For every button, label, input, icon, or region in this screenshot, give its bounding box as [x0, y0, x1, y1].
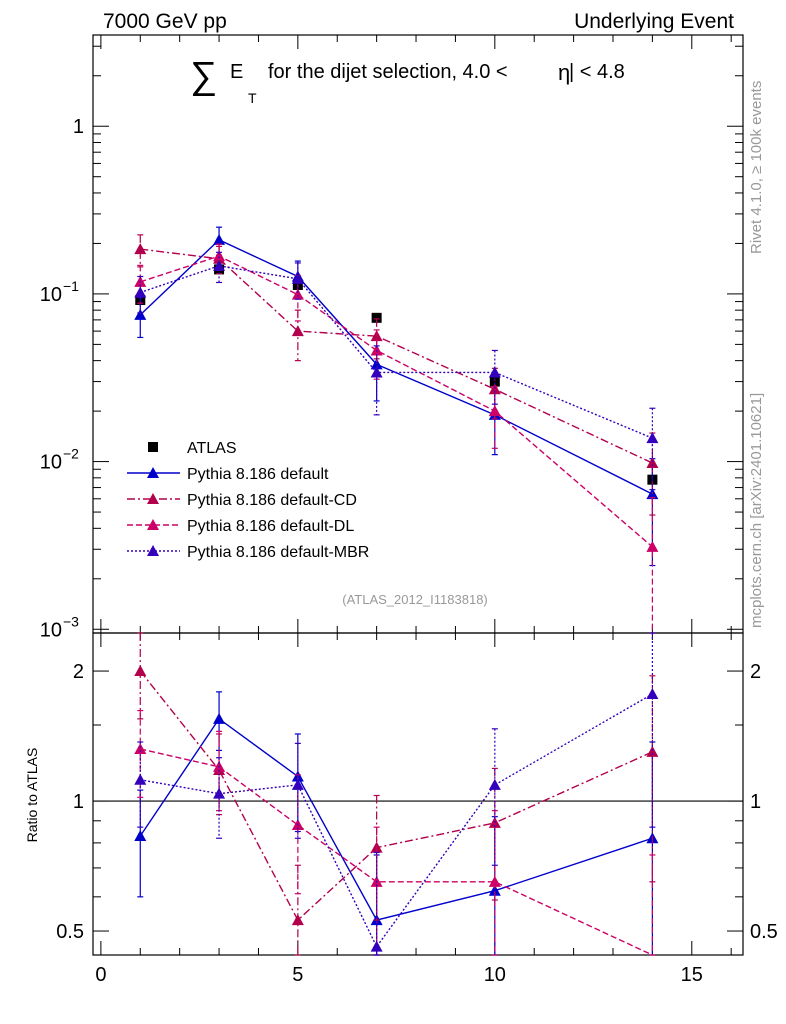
- data-point-default-DL: [646, 540, 659, 552]
- ratio-series-default-CD: [134, 632, 659, 956]
- legend-item-default-DL: Pythia 8.186 default-DL: [127, 518, 354, 535]
- x-tick-label: 10: [484, 964, 506, 986]
- ratio-series-default-MBR: [134, 632, 659, 956]
- legend-marker-default-MBR: [147, 545, 159, 556]
- y-tick-exponent: −3: [63, 613, 79, 629]
- ratio-point-default-MBR: [646, 687, 659, 699]
- legend-label-default-DL: Pythia 8.186 default-DL: [187, 518, 354, 535]
- legend-label-default-CD: Pythia 8.186 default-CD: [187, 492, 357, 509]
- title-e: E: [230, 61, 243, 83]
- series-default-DL: [134, 243, 659, 634]
- ratio-point-default: [488, 884, 501, 896]
- ratio-point-default-MBR: [488, 778, 501, 790]
- series-line-default-CD: [140, 248, 653, 464]
- ratio-series-default: [134, 691, 659, 956]
- ratio-point-default-CD: [291, 914, 304, 926]
- x-tick-label: 5: [292, 964, 303, 986]
- ratio-y-tick-label-right: 0.5: [750, 921, 778, 943]
- legend-label-ATLAS: ATLAS: [187, 440, 237, 457]
- x-tick-label: 15: [681, 964, 703, 986]
- ratio-point-default-CD: [134, 665, 147, 677]
- data-point-default-CD: [291, 325, 304, 337]
- ratio-y-tick-label: 1: [73, 791, 84, 813]
- ratio-point-default-DL: [488, 875, 501, 887]
- x-tick-label: 0: [95, 964, 106, 986]
- legend-marker-default: [147, 467, 159, 478]
- data-point-default: [370, 358, 383, 370]
- legend-item-default: Pythia 8.186 default: [127, 466, 329, 483]
- series-line-default-MBR: [140, 265, 653, 439]
- data-point-default-MBR: [370, 366, 383, 378]
- series-line-default-DL: [140, 255, 653, 548]
- data-point-default-DL: [488, 405, 501, 417]
- data-point-default-MBR: [488, 366, 501, 378]
- ratio-point-default: [213, 712, 226, 724]
- legend-item-default-CD: Pythia 8.186 default-CD: [127, 492, 357, 509]
- legend-label-default-MBR: Pythia 8.186 default-MBR: [187, 544, 369, 561]
- data-point-default-CD: [134, 243, 147, 255]
- title-text: for the dijet selection, 4.0 <: [268, 61, 508, 83]
- legend-label-default: Pythia 8.186 default: [187, 466, 329, 483]
- y-tick-exponent: −1: [63, 278, 79, 294]
- ratio-point-default-DL: [134, 742, 147, 754]
- series-line-default: [139, 239, 653, 495]
- data-point-ATLAS: [489, 376, 500, 387]
- rivet-label: Rivet 4.1.0, ≥ 100k events: [748, 81, 765, 254]
- data-point-default-MBR: [134, 286, 147, 298]
- mcplots-label: mcplots.cern.ch [arXiv:2401.10621]: [748, 393, 765, 628]
- legend-marker-default-CD: [147, 493, 159, 504]
- ratio-y-tick-label-right: 2: [750, 661, 761, 683]
- y-tick-label: 10: [40, 452, 62, 474]
- data-point-default-MBR: [213, 259, 226, 271]
- ratio-line-default-MBR: [140, 693, 653, 949]
- ratio-y-tick-label: 0.5: [56, 921, 84, 943]
- ratio-y-tick-label-right: 1: [750, 791, 761, 813]
- title-text-after: | < 4.8: [569, 61, 625, 83]
- ratio-ylabel: Ratio to ATLAS: [24, 748, 40, 843]
- data-point-default-DL: [291, 288, 304, 300]
- data-point-ATLAS: [371, 312, 382, 323]
- ratio-y-tick-label: 2: [73, 661, 84, 683]
- ratio-line-default-DL: [140, 748, 653, 956]
- ratio-point-default-MBR: [213, 787, 226, 799]
- y-tick-exponent: −2: [63, 446, 79, 462]
- data-point-default-DL: [213, 250, 226, 262]
- series-default: [134, 226, 659, 567]
- legend: ATLAS Pythia 8.186 default Pythia 8.186 de…: [127, 440, 369, 561]
- data-point-default: [134, 308, 147, 320]
- y-tick-label: 1: [73, 116, 84, 138]
- legend-marker-default-DL: [147, 519, 159, 530]
- header-right: Underlying Event: [574, 10, 734, 33]
- ratio-line-default: [139, 717, 653, 921]
- data-point-default: [213, 233, 226, 245]
- y-tick-label: 10: [40, 284, 62, 306]
- data-point-default-MBR: [646, 432, 659, 444]
- ratio-point-default-MBR: [291, 778, 304, 790]
- ratio-plot: [134, 632, 659, 956]
- ratio-point-default-MBR: [134, 773, 147, 785]
- main-plot: [134, 226, 659, 634]
- ratio-point-default-CD: [646, 745, 659, 757]
- ratio-series-default-DL: [134, 709, 656, 956]
- y-tick-label: 10: [40, 619, 62, 641]
- analysis-watermark: (ATLAS_2012_I1183818): [342, 592, 488, 607]
- title-eta: η: [558, 60, 570, 85]
- header-left: 7000 GeV pp: [103, 10, 227, 33]
- ratio-point-default-MBR: [370, 940, 383, 952]
- data-point-default-CD: [646, 457, 659, 469]
- plot-title: ∑ E T for the dijet selection, 4.0 < η |…: [190, 55, 625, 106]
- series-default-MBR: [134, 251, 659, 491]
- ratio-point-default: [134, 829, 147, 841]
- legend-marker-ATLAS: [148, 442, 158, 452]
- title-sum-symbol: ∑: [190, 55, 217, 97]
- title-t: T: [248, 90, 257, 106]
- ratio-panel-frame: [92, 632, 744, 956]
- legend-item-ATLAS: ATLAS: [148, 440, 237, 457]
- data-point-default-MBR: [291, 272, 304, 284]
- legend-item-default-MBR: Pythia 8.186 default-MBR: [127, 544, 369, 561]
